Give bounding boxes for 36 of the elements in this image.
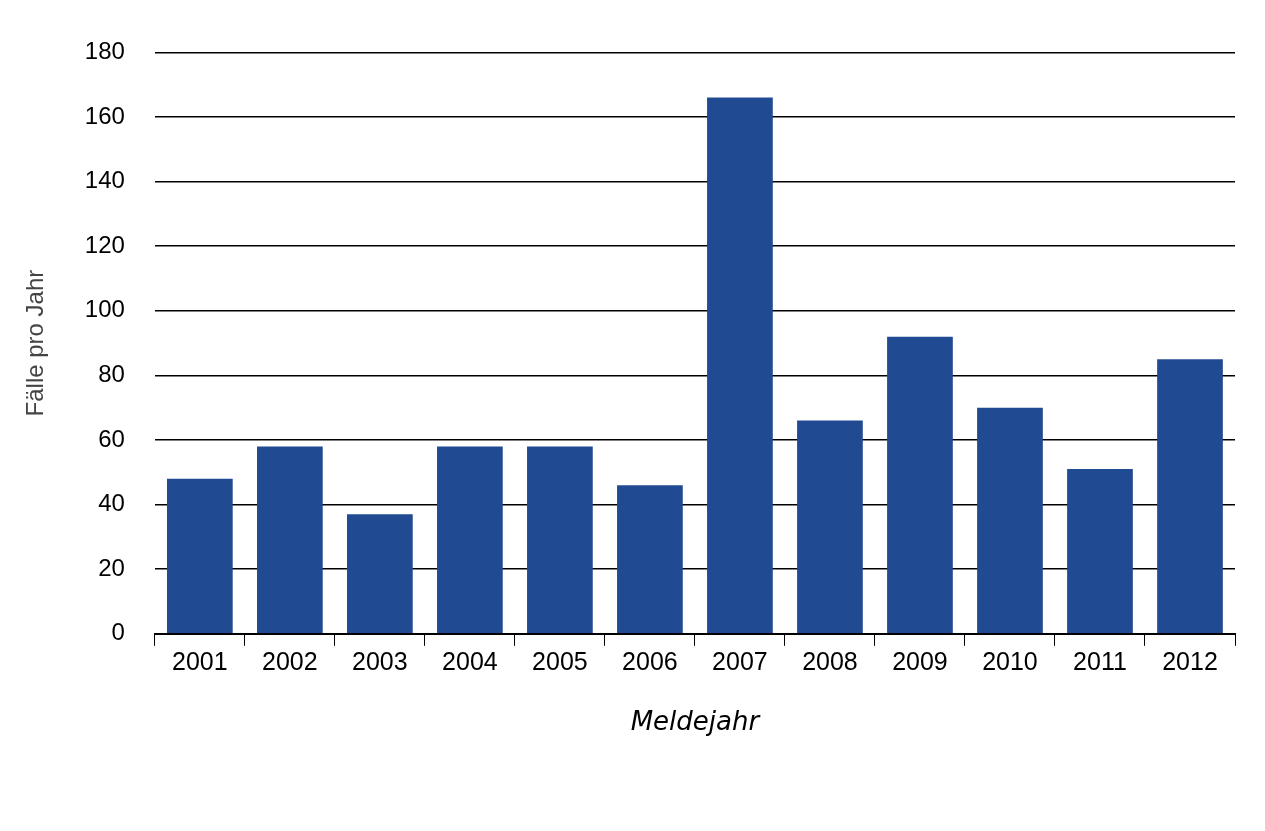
bar [167, 478, 233, 634]
bar [617, 485, 683, 634]
x-tick-label: 2004 [442, 646, 498, 675]
x-tick-label: 2002 [262, 646, 318, 675]
bar [977, 407, 1043, 634]
y-tick-label: 80 [98, 360, 125, 388]
y-tick-label: 20 [98, 553, 125, 581]
bar [797, 420, 863, 634]
bar [707, 97, 773, 634]
y-tick-label: 140 [84, 166, 125, 194]
x-tick-label: 2012 [1162, 646, 1218, 675]
x-tick-label: 2006 [622, 646, 678, 675]
x-tick-label: 2007 [712, 646, 768, 675]
bar [527, 446, 593, 634]
x-tick-label: 2010 [982, 646, 1038, 675]
x-tick-label: 2005 [532, 646, 588, 675]
x-tick-label: 2011 [1073, 646, 1127, 675]
y-tick-label: 100 [84, 295, 125, 323]
y-tick-label: 180 [84, 37, 125, 65]
bar [437, 446, 503, 634]
x-tick-label: 2003 [352, 646, 408, 675]
x-tick-label: 2009 [892, 646, 948, 675]
y-axis-title: Fälle pro Jahr [21, 269, 49, 417]
x-tick-label: 2001 [172, 646, 228, 675]
bar [347, 514, 413, 634]
bar [257, 446, 323, 634]
y-tick-label: 160 [84, 101, 125, 129]
x-tick-label: 2008 [802, 646, 858, 675]
bar [887, 336, 953, 634]
y-tick-label: 60 [98, 424, 125, 452]
y-tick-label: 120 [84, 230, 125, 258]
y-tick-label: 40 [98, 489, 125, 517]
bar [1067, 469, 1133, 634]
x-axis-title: Meldejahr [630, 706, 762, 737]
y-tick-label: 0 [111, 618, 125, 646]
bar [1157, 359, 1223, 634]
